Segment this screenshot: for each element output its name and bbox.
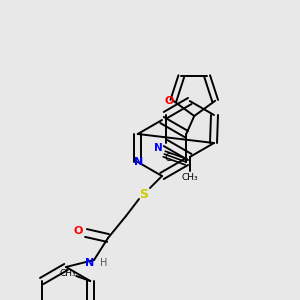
Text: CH₃: CH₃ (182, 172, 198, 182)
Text: S: S (140, 188, 148, 200)
Text: H: H (100, 258, 108, 268)
Text: N: N (154, 143, 163, 153)
Text: O: O (73, 226, 83, 236)
Text: N: N (134, 157, 143, 167)
Text: CH₃: CH₃ (60, 269, 76, 278)
Text: O: O (165, 96, 174, 106)
Text: C: C (165, 153, 172, 163)
Text: N: N (85, 258, 94, 268)
